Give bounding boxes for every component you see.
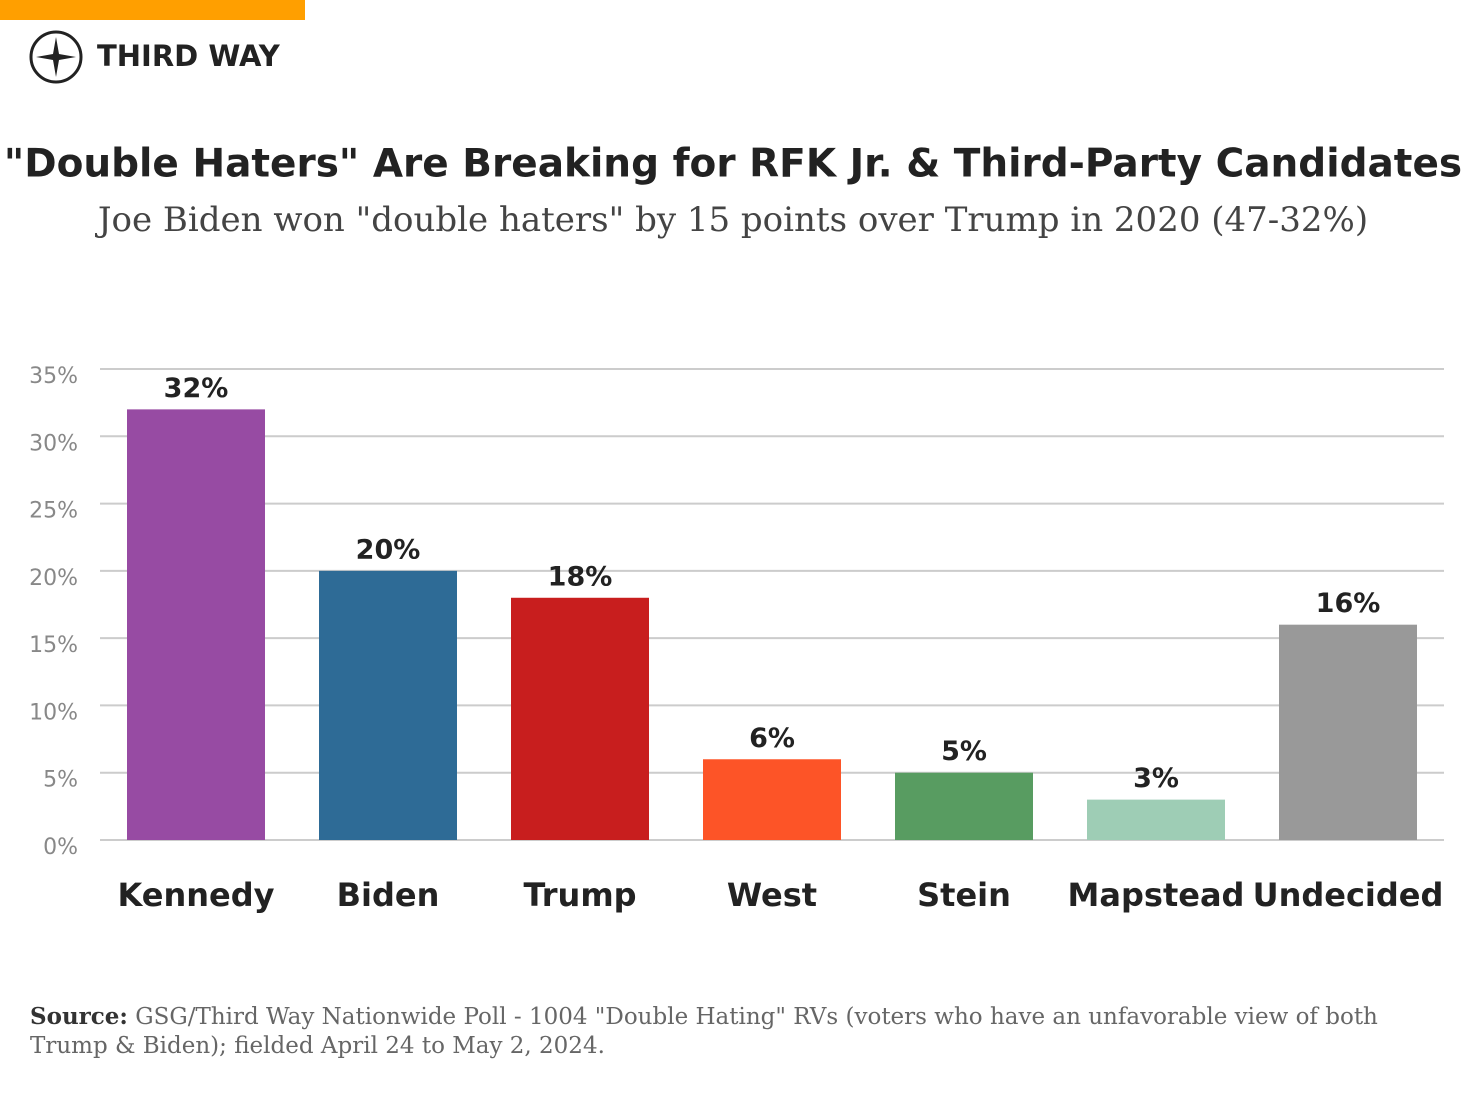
y-tick-label: 20% — [29, 566, 78, 591]
x-tick-label: Biden — [337, 876, 440, 914]
chart-subtitle: Joe Biden won "double haters" by 15 poin… — [95, 200, 1368, 240]
value-label: 6% — [749, 723, 795, 754]
y-tick-label: 0% — [43, 835, 78, 860]
bar — [511, 597, 649, 840]
value-label: 20% — [356, 534, 421, 565]
value-label: 18% — [548, 561, 613, 592]
y-tick-label: 25% — [29, 499, 78, 524]
bar — [1087, 799, 1225, 840]
y-tick-label: 15% — [29, 633, 78, 658]
chart-title: "Double Haters" Are Breaking for RFK Jr.… — [4, 142, 1462, 187]
chart: THIRD WAY "Double Haters" Are Breaking f… — [0, 0, 1462, 914]
source-label: Source: — [30, 1003, 128, 1030]
bar — [703, 759, 841, 840]
bar — [319, 570, 457, 840]
accent-bar — [0, 0, 305, 20]
x-tick-label: West — [727, 876, 817, 914]
y-tick-label: 35% — [29, 364, 78, 389]
x-tick-label: Trump — [523, 876, 636, 914]
bar — [1279, 624, 1417, 840]
bar — [127, 409, 265, 840]
y-tick-label: 10% — [29, 700, 78, 725]
x-tick-label: Mapstead — [1068, 876, 1245, 914]
y-tick-label: 5% — [43, 768, 78, 793]
logo — [29, 30, 83, 84]
x-tick-label: Stein — [917, 876, 1011, 914]
bar — [895, 772, 1033, 840]
source-text: GSG/Third Way Nationwide Poll - 1004 "Do… — [30, 1004, 1378, 1059]
x-tick-label: Undecided — [1253, 876, 1444, 914]
brand: THIRD WAY — [97, 39, 281, 73]
value-label: 5% — [941, 736, 987, 767]
x-tick-label: Kennedy — [118, 876, 275, 914]
source: Source: GSG/Third Way Nationwide Poll - … — [30, 1002, 1430, 1061]
y-tick-label: 30% — [29, 431, 78, 456]
value-label: 32% — [164, 373, 229, 404]
value-label: 16% — [1316, 588, 1381, 619]
value-label: 3% — [1133, 763, 1179, 794]
